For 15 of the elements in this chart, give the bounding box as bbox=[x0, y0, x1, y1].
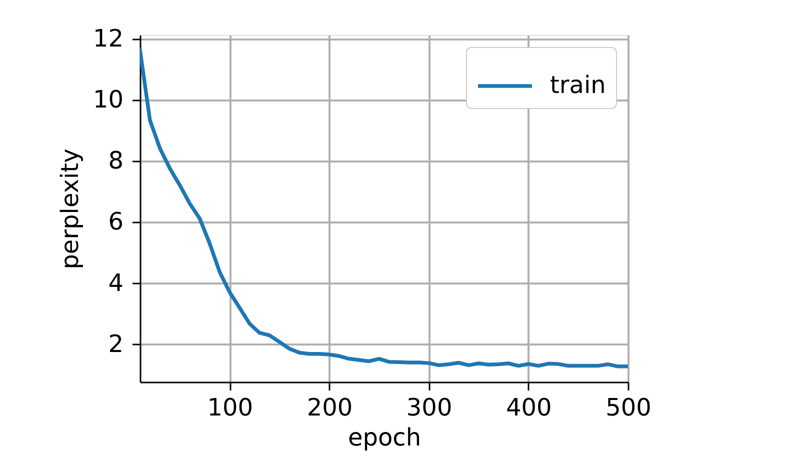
y-tick-label: 4 bbox=[108, 268, 124, 297]
x-tick-label: 300 bbox=[406, 394, 452, 422]
y-axis-title: perplexity bbox=[56, 148, 84, 270]
y-tick-label: 8 bbox=[108, 146, 124, 175]
y-tick-label: 12 bbox=[92, 24, 124, 52]
y-tick-label: 2 bbox=[108, 330, 124, 358]
x-tick-label: 500 bbox=[606, 394, 652, 422]
line-series bbox=[140, 48, 628, 368]
x-axis-title: epoch bbox=[348, 424, 422, 452]
x-tick-label: 100 bbox=[207, 394, 254, 422]
x-tick-label: 400 bbox=[506, 394, 552, 422]
y-tick-label: 10 bbox=[92, 86, 124, 114]
legend-label: train bbox=[550, 71, 606, 99]
y-tick-label: 6 bbox=[108, 208, 124, 236]
x-tick-label: 200 bbox=[306, 394, 353, 422]
